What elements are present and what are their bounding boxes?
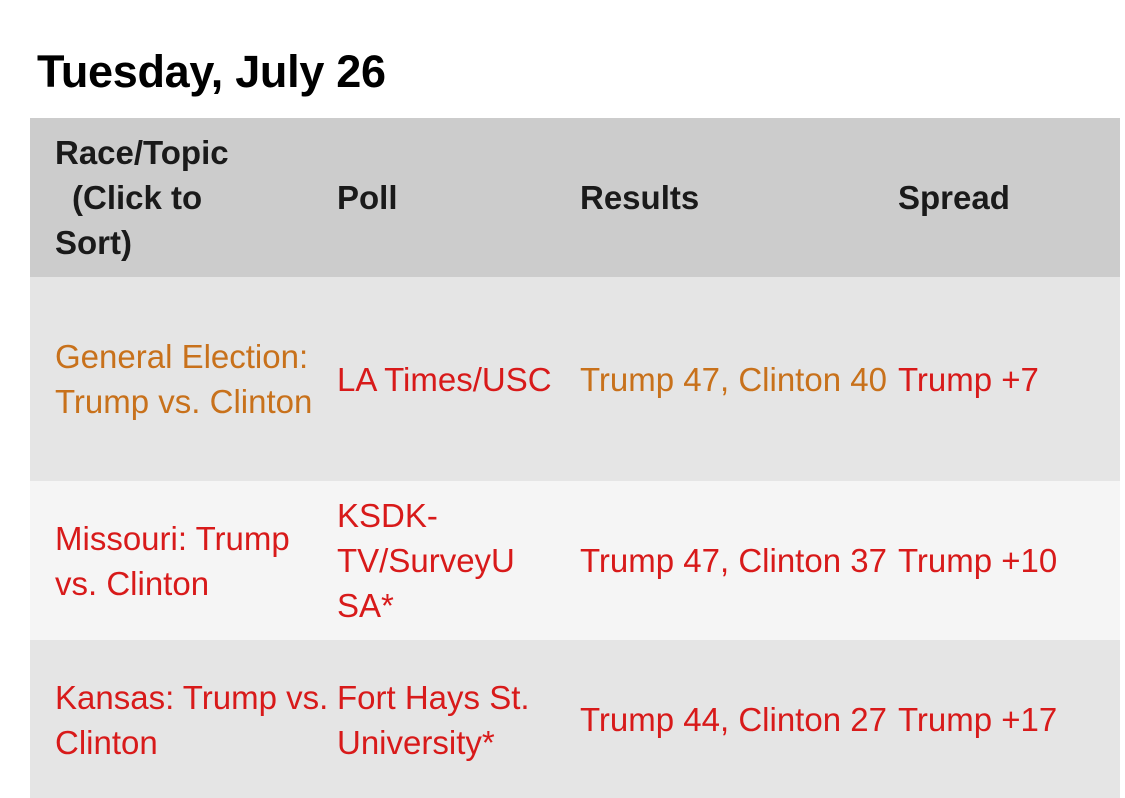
- polls-table: Race/Topic (Click to Sort) Poll Results …: [30, 118, 1120, 798]
- poll-link[interactable]: LA Times/USC: [337, 277, 580, 481]
- race-link[interactable]: Missouri: Trump vs. Clinton: [30, 481, 337, 640]
- table-row: Missouri: Trump vs. Clinton KSDK- TV/Surv…: [30, 481, 1120, 640]
- race-link[interactable]: General Election: Trump vs. Clinton: [30, 277, 337, 481]
- race-header-line2: (Click to: [72, 179, 203, 216]
- table-row: Kansas: Trump vs. Clinton Fort Hays St. …: [30, 640, 1120, 798]
- poll-link[interactable]: KSDK- TV/SurveyU SA*: [337, 481, 580, 640]
- results-cell: Trump 44, Clinton 27: [580, 640, 898, 798]
- poll-header: Poll: [337, 118, 580, 277]
- results-cell: Trump 47, Clinton 40: [580, 277, 898, 481]
- table-row: General Election: Trump vs. Clinton LA T…: [30, 277, 1120, 481]
- results-cell: Trump 47, Clinton 37: [580, 481, 898, 640]
- spread-cell: Trump +7: [898, 277, 1120, 481]
- spread-header: Spread: [898, 118, 1120, 277]
- results-header: Results: [580, 118, 898, 277]
- race-header-line1: Race/Topic: [55, 134, 229, 171]
- race-link[interactable]: Kansas: Trump vs. Clinton: [30, 640, 337, 798]
- spread-cell: Trump +10: [898, 481, 1120, 640]
- spread-cell: Trump +17: [898, 640, 1120, 798]
- poll-link[interactable]: Fort Hays St. University*: [337, 640, 580, 798]
- race-header-line3: Sort): [55, 224, 132, 261]
- header-row: Race/Topic (Click to Sort) Poll Results …: [30, 118, 1120, 277]
- date-heading: Tuesday, July 26: [37, 46, 386, 97]
- race-topic-sort-header[interactable]: Race/Topic (Click to Sort): [30, 118, 337, 277]
- poll-link-text: KSDK- TV/SurveyU SA*: [337, 497, 515, 624]
